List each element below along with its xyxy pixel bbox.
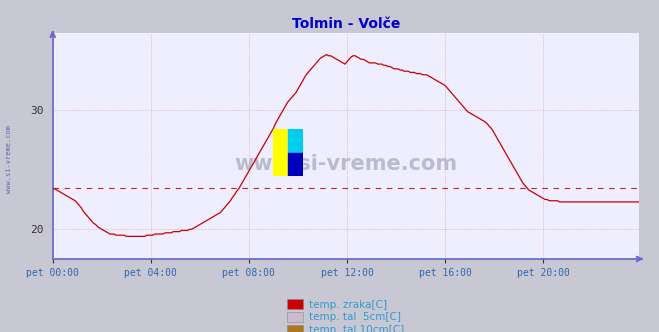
Title: Tolmin - Volče: Tolmin - Volče [292,17,400,31]
Legend: temp. zraka[C], temp. tal  5cm[C], temp. tal 10cm[C], temp. tal 20cm[C], temp. t: temp. zraka[C], temp. tal 5cm[C], temp. … [283,295,409,332]
Text: www.si-vreme.com: www.si-vreme.com [235,154,457,174]
Bar [288,152,303,176]
Text: www.si-vreme.com: www.si-vreme.com [5,125,12,193]
Bar [273,129,288,176]
Bar [288,129,303,152]
